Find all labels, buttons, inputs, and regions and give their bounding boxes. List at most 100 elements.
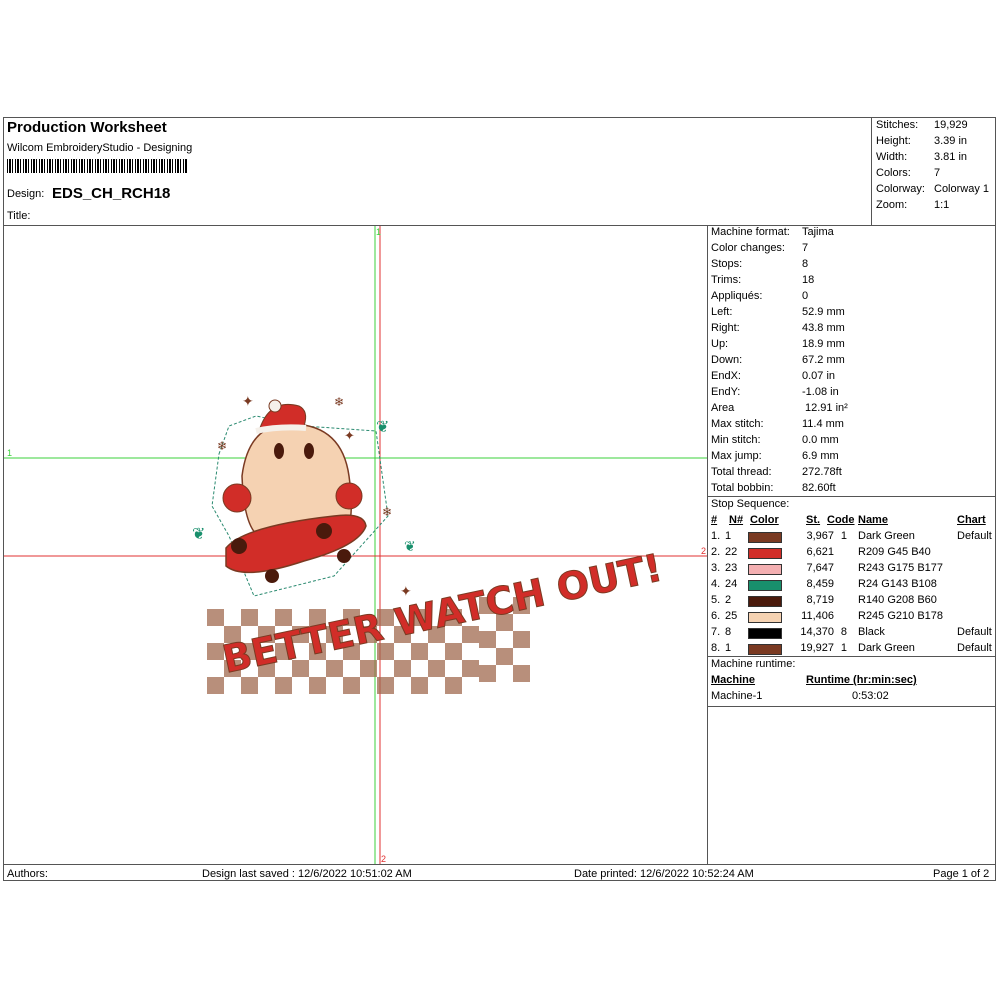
checker-square (394, 660, 411, 677)
runtime-machine: Machine-1 (711, 690, 763, 702)
color-swatch (748, 580, 782, 591)
checker-square (513, 597, 530, 614)
machine-info-label: Min stitch: (711, 434, 761, 446)
checker-square (241, 677, 258, 694)
machine-info-value: 12.91 in² (805, 402, 848, 414)
summary-label: Zoom: (876, 199, 908, 211)
summary-value: 1:1 (934, 199, 950, 211)
seq-stitches: 7,647 (806, 562, 834, 574)
guide-label-right: 2 (701, 546, 706, 556)
checker-square (275, 677, 292, 694)
seq-name: R209 G45 B40 (858, 546, 931, 558)
color-swatch (748, 628, 782, 639)
machine-info-value: 52.9 mm (802, 306, 845, 318)
machine-info-label: Color changes: (711, 242, 785, 254)
checker-square (445, 609, 462, 626)
star-icon: ✦ (242, 393, 254, 409)
machine-info-label: Up: (711, 338, 729, 350)
machine-info-value: 7 (802, 242, 809, 254)
seq-code: 1 (840, 530, 847, 542)
summary-label: Stitches: (876, 119, 919, 131)
machine-info-label: Max stitch: (711, 418, 764, 430)
footer-authors: Authors: (7, 868, 48, 880)
color-swatch (748, 612, 782, 623)
checker-square (343, 609, 360, 626)
runtime-time: 0:53:02 (852, 690, 889, 702)
seq-needle: 8 (725, 626, 732, 638)
machine-info-value: 6.9 mm (802, 450, 839, 462)
summary-label: Colors: (876, 167, 911, 179)
seq-num: 7. (711, 626, 721, 638)
machine-info-value: 82.60ft (802, 482, 836, 494)
seq-header-chart: Chart (957, 514, 986, 526)
seq-name: R245 G210 B178 (858, 610, 944, 622)
checkered-band (207, 597, 530, 694)
snowflake-icon: ❄ (217, 439, 227, 453)
machine-info-label: Total bobbin: (711, 482, 774, 494)
seq-code: 1 (840, 642, 847, 654)
checker-square (462, 626, 479, 643)
seq-num: 8. (711, 642, 721, 654)
machine-info-label: Total thread: (711, 466, 772, 478)
checker-square (513, 665, 530, 682)
machine-info-label: Machine format: (711, 226, 790, 238)
machine-info-value: 272.78ft (802, 466, 842, 478)
seq-name: R243 G175 B177 (858, 562, 944, 574)
summary-value: 3.39 in (934, 135, 968, 147)
checker-square (224, 626, 241, 643)
guide-label-left: 1 (7, 448, 12, 458)
page-title: Production Worksheet (7, 119, 167, 136)
checker-square (479, 597, 496, 614)
seq-num: 4. (711, 578, 721, 590)
checker-square (326, 660, 343, 677)
checker-square (496, 648, 513, 665)
holly-icon: ❦ (404, 538, 416, 554)
color-swatch (748, 596, 782, 607)
checker-square (428, 626, 445, 643)
snowflake-icon: ❄ (334, 395, 344, 409)
guide-label-top: 1 (376, 227, 381, 237)
checker-square (411, 643, 428, 660)
seq-needle: 24 (725, 578, 738, 590)
seq-name: Dark Green (858, 530, 915, 542)
summary-value: 7 (934, 167, 941, 179)
seq-needle: 25 (725, 610, 738, 622)
checker-square (343, 643, 360, 660)
seq-chart: Default (957, 626, 992, 638)
checker-square (462, 660, 479, 677)
design-canvas: 1 2 1 2 ✦ (4, 226, 707, 864)
seq-header-n: N# (729, 514, 744, 526)
seq-stitches: 8,459 (806, 578, 834, 590)
seq-num: 2. (711, 546, 721, 558)
machine-info-label: Stops: (711, 258, 743, 270)
checker-square (309, 643, 326, 660)
seq-num: 6. (711, 610, 721, 622)
seq-code: 8 (840, 626, 847, 638)
seq-num: 1. (711, 530, 721, 542)
machine-info-label: Right: (711, 322, 740, 334)
seq-needle: 2 (725, 594, 732, 606)
holly-icon: ❦ (376, 419, 389, 436)
machine-info-value: 43.8 mm (802, 322, 845, 334)
summary-value: Colorway 1 (934, 183, 990, 195)
color-swatch (748, 532, 782, 543)
checker-square (445, 643, 462, 660)
checker-square (207, 609, 224, 626)
machine-info-label: EndX: (711, 370, 741, 382)
summary-value: 19,929 (934, 119, 968, 131)
machine-info-value: 0.07 in (802, 370, 836, 382)
star-icon: ✦ (344, 428, 355, 443)
checker-square (207, 677, 224, 694)
seq-stitches: 3,967 (806, 530, 834, 542)
footer-saved: Design last saved : 12/6/2022 10:51:02 A… (202, 868, 412, 880)
seq-header-color: Color (750, 514, 779, 526)
machine-info-value: 18 (802, 274, 815, 286)
checker-square (275, 643, 292, 660)
checker-square (292, 660, 309, 677)
checker-square (377, 609, 394, 626)
checker-square (360, 626, 377, 643)
seq-needle: 1 (725, 530, 732, 542)
summary-label: Height: (876, 135, 911, 147)
machine-info-label: Area (711, 402, 735, 414)
seq-name: R24 G143 B108 (858, 578, 937, 590)
